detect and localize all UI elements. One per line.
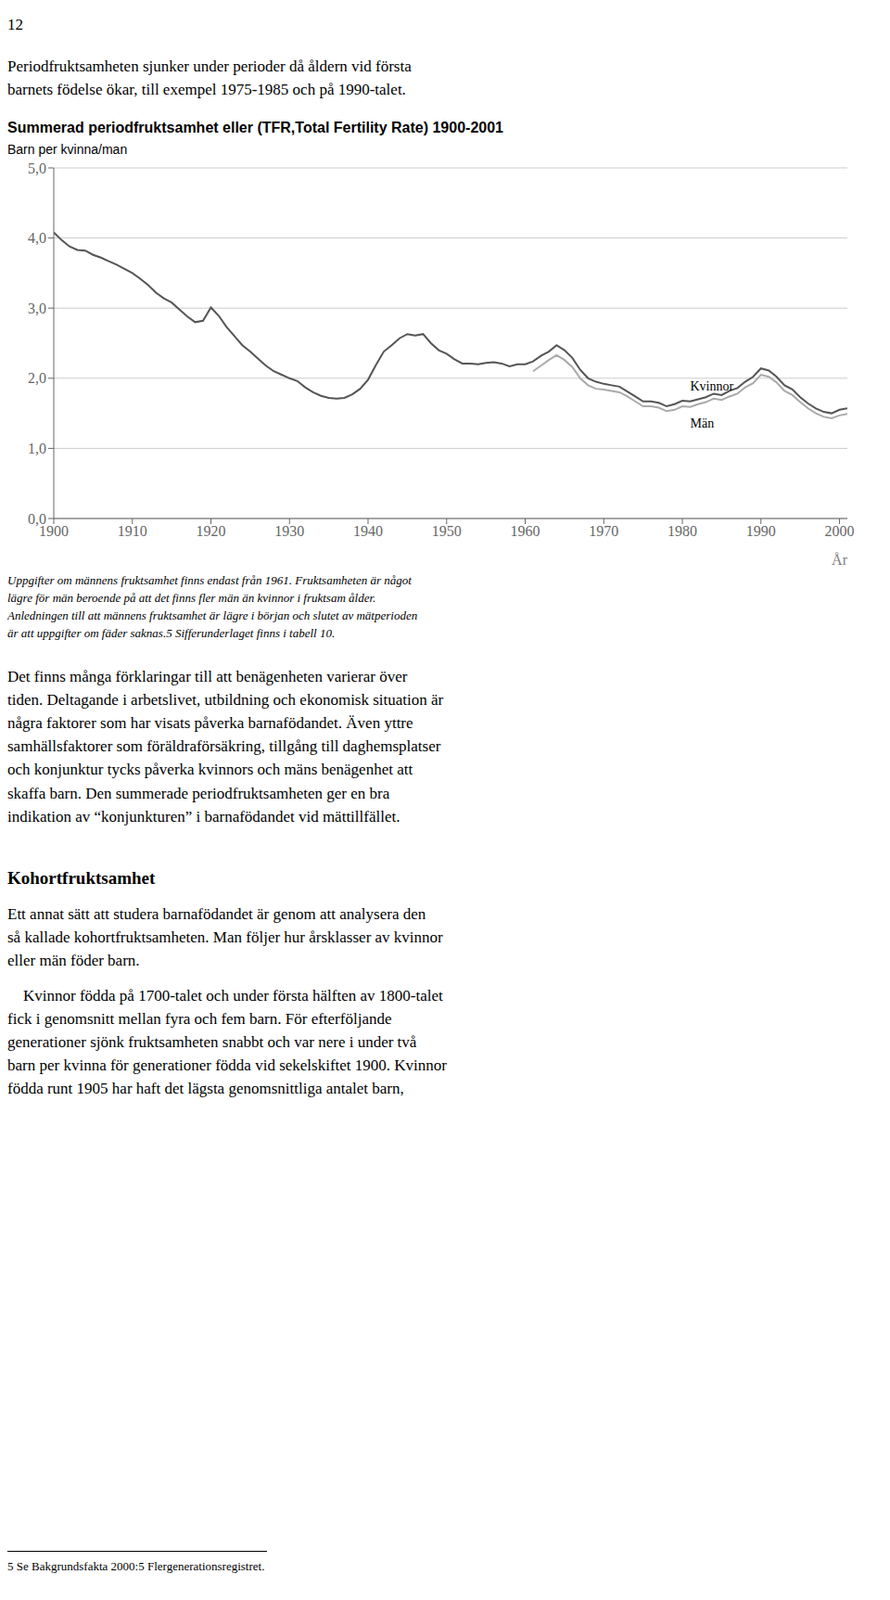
svg-text:3,0: 3,0 — [27, 300, 47, 317]
html-text:5 Se Bakgrundsfakta 2000:5 Fle: 5 Se Bakgrundsfakta 2000:5 Flergeneratio… — [7, 1558, 265, 1573]
html-text:Kohortfruktsamhet: Kohortfruktsamhet — [7, 867, 156, 888]
svg-text:1,0: 1,0 — [27, 441, 47, 458]
svg-text:1920: 1920 — [196, 523, 227, 540]
svg-text:5,0: 5,0 — [27, 160, 47, 177]
svg-text:1910: 1910 — [117, 523, 148, 540]
html-text:Barn per kvinna/man: Barn per kvinna/man — [7, 142, 128, 158]
svg-text:Kvinnor: Kvinnor — [689, 379, 734, 394]
svg-text:1900: 1900 — [38, 523, 69, 540]
svg-text:0,0: 0,0 — [27, 510, 47, 527]
html-text:Summerad periodfruktsamhet ell: Summerad periodfruktsamhet eller (TFR,To… — [7, 120, 504, 136]
svg-text:2000: 2000 — [825, 523, 855, 540]
svg-text:1940: 1940 — [353, 523, 383, 540]
html-text:Det finns många förklaringar t: Det finns många förklaringar till att be… — [7, 667, 444, 825]
html-text:Periodfruktsamheten sjunker un: Periodfruktsamheten sjunker under period… — [7, 57, 412, 99]
svg-text:Män: Män — [689, 416, 714, 431]
html-text:12: 12 — [7, 15, 24, 34]
svg-text:4,0: 4,0 — [27, 230, 47, 247]
svg-text:1950: 1950 — [432, 523, 462, 540]
svg-text:1930: 1930 — [274, 523, 305, 540]
svg-text:1970: 1970 — [588, 523, 619, 540]
svg-text:2,0: 2,0 — [27, 370, 47, 387]
svg-text:1990: 1990 — [746, 523, 776, 540]
svg-text:1960: 1960 — [510, 523, 541, 540]
svg-text:År: År — [831, 551, 849, 565]
svg-text:1980: 1980 — [667, 523, 698, 540]
html-text:Kvinnor födda på 1700-talet oc: Kvinnor födda på 1700-talet och under fö… — [7, 985, 447, 1097]
html-text:Ett annat sätt att studera bar: Ett annat sätt att studera barnafödandet… — [7, 904, 443, 970]
html-text:Uppgifter om männens fruktsamh: Uppgifter om männens fruktsamhet finns e… — [7, 573, 418, 640]
